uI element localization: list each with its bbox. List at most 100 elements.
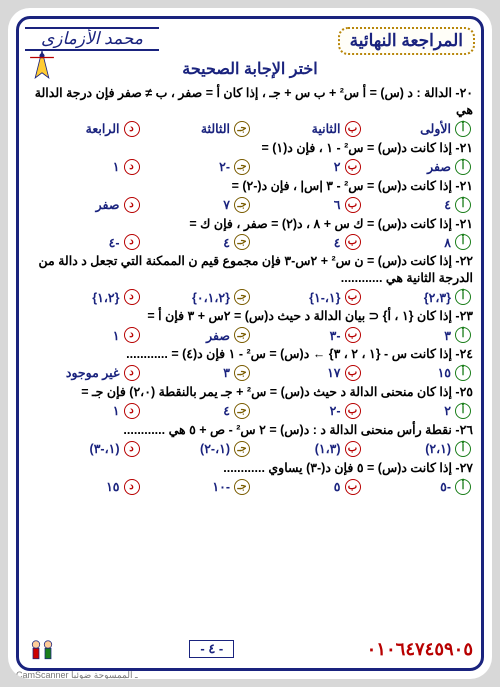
option-letter-icon: ب bbox=[345, 403, 361, 419]
option[interactable]: أ٣ bbox=[361, 327, 472, 343]
questions-container: ٢٠- الدالة : د (س) = أ س² + ب س + جـ ، إ… bbox=[25, 85, 475, 495]
option-text: {٢،٣} bbox=[424, 290, 451, 305]
option[interactable]: جـ٤ bbox=[140, 403, 251, 419]
option[interactable]: ب{١،-١} bbox=[250, 289, 361, 305]
option-letter-icon: د bbox=[124, 234, 140, 250]
option-text: ١٥ bbox=[106, 479, 119, 494]
option-text: ٤ bbox=[223, 235, 230, 250]
option[interactable]: جـصفر bbox=[140, 327, 251, 343]
option-letter-icon: د bbox=[124, 197, 140, 213]
option-letter-icon: د bbox=[124, 403, 140, 419]
option-text: {٠،١،٢} bbox=[192, 290, 230, 305]
option[interactable]: أ٢ bbox=[361, 403, 472, 419]
option-letter-icon: ب bbox=[345, 197, 361, 213]
question-text: ٢٣- إذا كان {١ ، أ} ⊂ بيان الدالة د حيث … bbox=[27, 308, 473, 325]
option[interactable]: ب٥ bbox=[250, 479, 361, 495]
option[interactable]: د١ bbox=[29, 327, 140, 343]
option-letter-icon: أ bbox=[455, 441, 471, 457]
options-row: أ (٢،١) ب(١،٣)جـ(١،-٢)د(١،-٣) bbox=[29, 441, 471, 457]
option-text: -٤ bbox=[109, 235, 120, 250]
option-text: صفر bbox=[427, 159, 451, 174]
option-letter-icon: أ bbox=[455, 327, 471, 343]
option[interactable]: جـ ٤ bbox=[140, 234, 251, 250]
question-text: ٢١- إذا كانت د(س) = س² - ٣ |س| ، فإن د(-… bbox=[27, 178, 473, 195]
options-row: أ الأولى بالثانيةجـالثالثةدالرابعة bbox=[29, 121, 471, 137]
option-text: ٢ bbox=[334, 159, 341, 174]
scanner-watermark: CamScanner ـ الممسوحة ضوئيا bbox=[8, 670, 492, 679]
option[interactable]: جـ {٠،١،٢} bbox=[140, 289, 251, 305]
option[interactable]: ب٦ bbox=[250, 197, 361, 213]
option-letter-icon: أ bbox=[455, 121, 471, 137]
option-text: ١٧ bbox=[327, 365, 340, 380]
option-letter-icon: جـ bbox=[234, 197, 250, 213]
option-letter-icon: أ bbox=[455, 234, 471, 250]
option[interactable]: جـ(١،-٢) bbox=[140, 441, 251, 457]
options-row: أصفرب٢جـ-٢د١ bbox=[29, 159, 471, 175]
option-letter-icon: د bbox=[124, 159, 140, 175]
option-text: ٤ bbox=[444, 197, 451, 212]
option[interactable]: د١ bbox=[29, 403, 140, 419]
option[interactable]: دغير موجود bbox=[29, 365, 140, 381]
option[interactable]: د١٥ bbox=[29, 479, 140, 495]
option[interactable]: دصفر bbox=[29, 197, 140, 213]
options-row: أ٢ب-٢جـ٤د١ bbox=[29, 403, 471, 419]
option-text: ٣ bbox=[223, 365, 230, 380]
question-text: ٢٠- الدالة : د (س) = أ س² + ب س + جـ ، إ… bbox=[27, 85, 473, 119]
option[interactable]: أصفر bbox=[361, 159, 472, 175]
option[interactable]: جـ ٧ bbox=[140, 197, 251, 213]
option[interactable]: د١ bbox=[29, 159, 140, 175]
option-text: (١،٣) bbox=[315, 441, 341, 456]
option[interactable]: جـ-٢ bbox=[140, 159, 251, 175]
option[interactable]: د(١،-٣) bbox=[29, 441, 140, 457]
option[interactable]: جـالثالثة bbox=[140, 121, 251, 137]
options-row: أ٤ب٦جـ٧دصفر bbox=[29, 197, 471, 213]
option-text: ٤ bbox=[223, 403, 230, 418]
header: المراجعة النهائية محمد الأزمازى bbox=[25, 27, 475, 55]
option[interactable]: جـ-١٠ bbox=[140, 479, 251, 495]
option[interactable]: أ (٢،١) bbox=[361, 441, 472, 457]
option-text: (١،-٣) bbox=[90, 441, 120, 456]
option-text: ١ bbox=[113, 403, 120, 418]
option-text: -١٠ bbox=[212, 479, 230, 494]
option[interactable]: أ٨ bbox=[361, 234, 472, 250]
option-text: -٣ bbox=[330, 328, 341, 343]
option-letter-icon: جـ bbox=[234, 234, 250, 250]
option[interactable]: ب(١،٣) bbox=[250, 441, 361, 457]
option[interactable]: جـ٣ bbox=[140, 365, 251, 381]
option-text: الثانية bbox=[312, 121, 341, 136]
option[interactable]: بالثانية bbox=[250, 121, 361, 137]
option[interactable]: أ-٥ bbox=[361, 479, 472, 495]
option-text: {١،٢} bbox=[92, 290, 119, 305]
option-text: -٢ bbox=[219, 159, 230, 174]
option-text: الأولى bbox=[420, 121, 451, 136]
option[interactable]: أ٤ bbox=[361, 197, 472, 213]
page: المراجعة النهائية محمد الأزمازى اختر الإ… bbox=[8, 8, 492, 679]
option[interactable]: ب٢ bbox=[250, 159, 361, 175]
characters-icon bbox=[27, 634, 57, 664]
option[interactable]: ب١٧ bbox=[250, 365, 361, 381]
option[interactable]: دالرابعة bbox=[29, 121, 140, 137]
question-text: ٢٢- إذا كانت د(س) = ن س² + ٢س-٣ فإن مجمو… bbox=[27, 253, 473, 287]
option[interactable]: د -٤ bbox=[29, 234, 140, 250]
option-text: ٧ bbox=[223, 197, 230, 212]
option-letter-icon: أ bbox=[455, 197, 471, 213]
content-frame: المراجعة النهائية محمد الأزمازى اختر الإ… bbox=[16, 16, 484, 671]
option[interactable]: أ الأولى bbox=[361, 121, 472, 137]
option-letter-icon: جـ bbox=[234, 327, 250, 343]
option[interactable]: أ١٥ bbox=[361, 365, 472, 381]
options-row: أ-٥ب٥جـ-١٠د١٥ bbox=[29, 479, 471, 495]
main-title: المراجعة النهائية bbox=[338, 27, 475, 55]
option-letter-icon: جـ bbox=[234, 289, 250, 305]
option[interactable]: ب٤ bbox=[250, 234, 361, 250]
option-letter-icon: د bbox=[124, 327, 140, 343]
option[interactable]: أ{٢،٣} bbox=[361, 289, 472, 305]
option-letter-icon: أ bbox=[455, 365, 471, 381]
option[interactable]: د{١،٢} bbox=[29, 289, 140, 305]
question-text: ٢٧- إذا كانت د(س) = ٥ فإن د(-٣) يساوي ..… bbox=[27, 460, 473, 477]
question-text: ٢١- إذا كانت د(س) = س² - ١ ، فإن د(١) = bbox=[27, 140, 473, 157]
option-text: (٢،١) bbox=[425, 441, 451, 456]
option-letter-icon: ب bbox=[345, 159, 361, 175]
option[interactable]: ب-٢ bbox=[250, 403, 361, 419]
option[interactable]: ب-٣ bbox=[250, 327, 361, 343]
option-letter-icon: ب bbox=[345, 234, 361, 250]
